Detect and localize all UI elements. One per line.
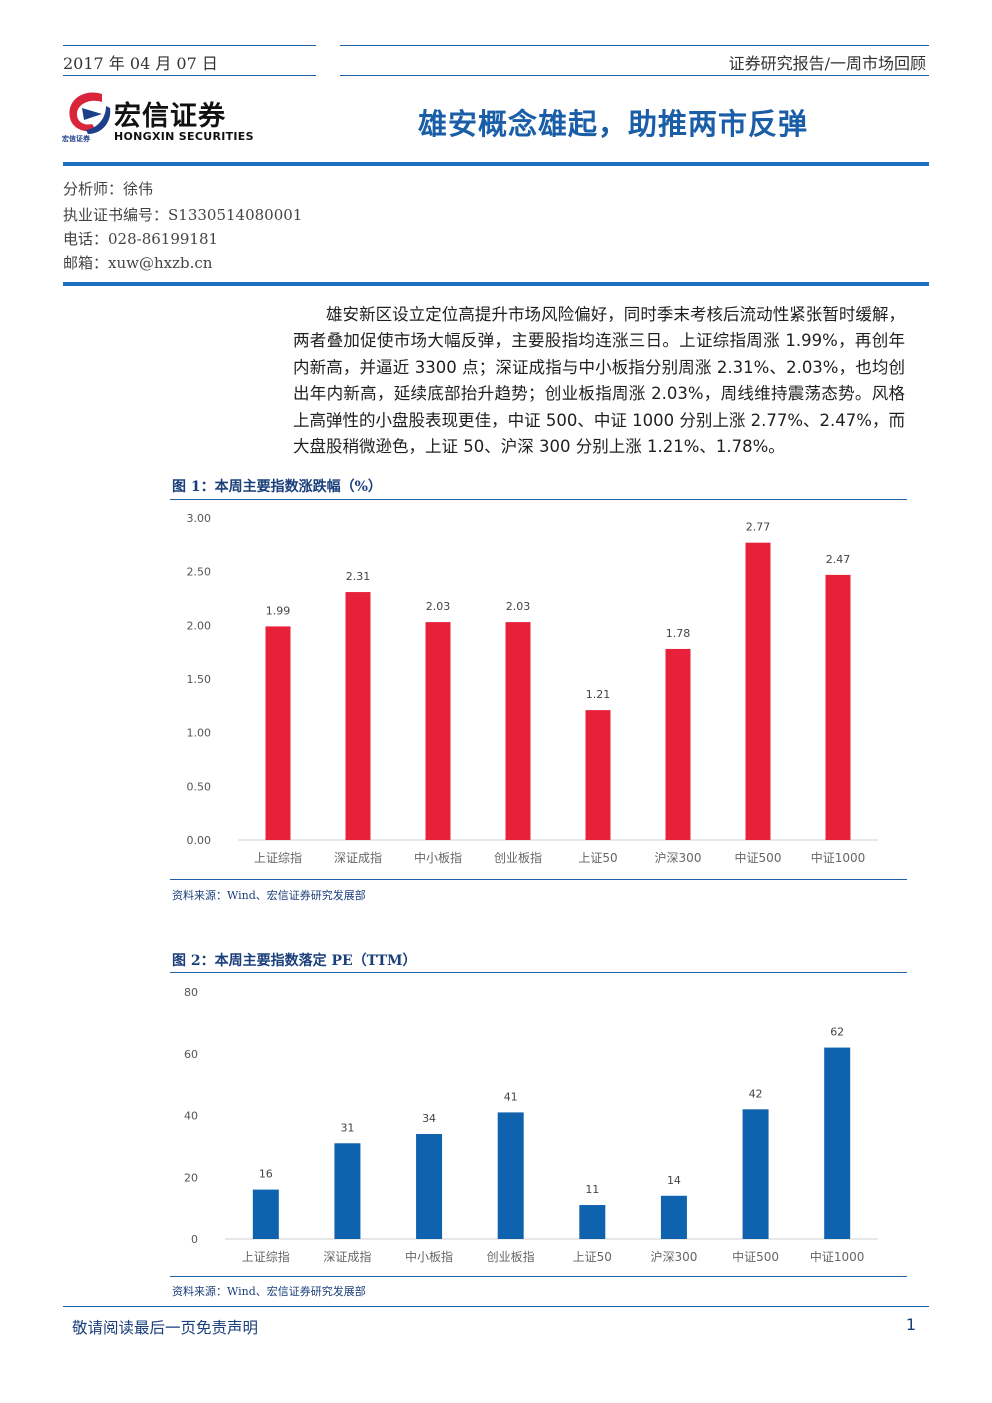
logo-mark-icon xyxy=(69,92,111,134)
y-tick-label: 20 xyxy=(184,1171,198,1184)
company-logo: 宏信证券 HONGXIN SECURITIES 宏信证券 xyxy=(62,88,262,148)
data-label: 41 xyxy=(504,1090,518,1103)
header-rule-left xyxy=(63,75,316,76)
analyst-rule xyxy=(63,282,929,286)
x-tick-label: 上证50 xyxy=(573,1250,612,1264)
x-tick-label: 深证成指 xyxy=(323,1249,371,1264)
y-tick-label: 40 xyxy=(184,1110,198,1123)
figure1-title: 图 1：本周主要指数涨跌幅（%） xyxy=(172,479,382,495)
y-tick-label: 0 xyxy=(191,1233,198,1246)
analyst-phone: 电话：028-86199181 xyxy=(63,230,219,248)
data-label: 1.21 xyxy=(586,688,611,701)
x-tick-label: 创业板指 xyxy=(487,1249,535,1264)
analyst-license: 执业证书编号：S1330514080001 xyxy=(63,206,303,224)
figure1-bottom-rule xyxy=(170,879,907,880)
x-tick-label: 深证成指 xyxy=(334,850,382,865)
report-type: 证券研究报告/一周市场回顾 xyxy=(728,54,926,73)
x-tick-label: 中小板指 xyxy=(414,850,462,865)
summary-paragraph: 雄安新区设立定位高提升市场风险偏好，同时季末考核后流动性紧张暂时缓解，两者叠加促… xyxy=(293,302,905,460)
y-tick-label: 60 xyxy=(184,1048,198,1061)
figure2-source: 资料来源：Wind、宏信证券研究发展部 xyxy=(172,1285,366,1298)
header-rule-top-left xyxy=(63,45,316,46)
figure1-chart: 0.00 0.50 1.00 1.50 2.00 2.50 3.00 1.99 上证综指 2.31… xyxy=(187,512,878,865)
x-tick-label: 中证1000 xyxy=(810,1249,865,1264)
x-tick-label: 中证500 xyxy=(735,850,782,865)
analyst-email: 邮箱：xuw@hxzb.cn xyxy=(63,254,213,272)
x-tick-label: 上证综指 xyxy=(254,850,302,865)
figure2-chart: 0 20 40 60 80 16 上证综指 31 深证成指 34 中小板指 41 创业板指 11 上证50 1… xyxy=(184,986,878,1264)
analyst-name: 分析师：徐伟 xyxy=(63,180,154,198)
figure1-source: 资料来源：Wind、宏信证券研究发展部 xyxy=(172,889,366,902)
figure1-top-rule xyxy=(170,499,907,500)
data-label: 2.77 xyxy=(746,521,771,534)
x-tick-label: 创业板指 xyxy=(494,850,542,865)
chart-bar xyxy=(585,710,611,840)
data-label: 16 xyxy=(259,1168,273,1181)
chart-bar xyxy=(345,592,371,840)
chart-bar xyxy=(579,1205,606,1239)
footer-disclaimer: 敬请阅读最后一页免责声明 xyxy=(72,1319,259,1337)
chart-bar xyxy=(497,1112,524,1239)
title-rule xyxy=(63,162,929,166)
summary-text: 雄安新区设立定位高提升市场风险偏好，同时季末考核后流动性紧张暂时缓解，两者叠加促… xyxy=(293,305,905,457)
chart-bar xyxy=(745,542,771,840)
logo-name-en: HONGXIN SECURITIES xyxy=(114,130,254,143)
chart-bar xyxy=(660,1195,687,1239)
y-tick-label: 0.50 xyxy=(187,780,212,793)
data-label: 2.47 xyxy=(826,553,851,566)
x-tick-label: 中小板指 xyxy=(405,1249,453,1264)
chart-bar xyxy=(252,1189,279,1239)
page-number: 1 xyxy=(905,1315,916,1334)
y-tick-label: 80 xyxy=(184,986,198,999)
y-tick-label: 1.50 xyxy=(187,673,212,686)
chart-bar xyxy=(742,1109,769,1239)
data-label: 1.99 xyxy=(266,604,291,617)
y-tick-label: 1.00 xyxy=(187,727,212,740)
chart-bar xyxy=(425,622,451,840)
x-tick-label: 上证50 xyxy=(578,851,617,865)
data-label: 14 xyxy=(667,1174,681,1187)
y-tick-label: 3.00 xyxy=(187,512,212,525)
chart-bar xyxy=(824,1047,851,1239)
header-rule-top-right xyxy=(340,45,929,46)
x-tick-label: 沪深300 xyxy=(655,851,702,865)
chart-bar xyxy=(505,622,531,840)
logo-small-text: 宏信证券 xyxy=(62,135,90,143)
y-tick-label: 2.00 xyxy=(187,619,212,632)
logo-name-cn: 宏信证券 xyxy=(114,101,226,132)
data-label: 42 xyxy=(749,1087,763,1100)
chart-bar xyxy=(416,1134,443,1239)
data-label: 11 xyxy=(585,1183,599,1196)
figure2-bottom-rule xyxy=(170,1276,907,1277)
chart-bar xyxy=(665,648,691,840)
footer-rule xyxy=(63,1306,929,1307)
x-tick-label: 沪深300 xyxy=(650,1250,697,1264)
data-label: 1.78 xyxy=(666,627,691,640)
y-tick-label: 0.00 xyxy=(187,834,212,847)
figure2-top-rule xyxy=(170,972,907,973)
data-label: 34 xyxy=(422,1112,436,1125)
x-tick-label: 中证500 xyxy=(732,1249,779,1264)
data-label: 2.03 xyxy=(426,600,451,613)
data-label: 2.31 xyxy=(346,570,371,583)
report-date: 2017 年 04 月 07 日 xyxy=(63,54,218,73)
header-rule-right xyxy=(340,75,929,76)
data-label: 2.03 xyxy=(506,600,531,613)
report-title: 雄安概念雄起，助推两市反弹 xyxy=(418,107,809,141)
data-label: 62 xyxy=(830,1026,844,1039)
x-tick-label: 中证1000 xyxy=(811,850,866,865)
chart-bar xyxy=(825,574,851,840)
figure2-title: 图 2：本周主要指数落定 PE（TTM） xyxy=(172,953,417,969)
chart-bar xyxy=(265,626,291,840)
chart-bar xyxy=(334,1143,361,1239)
x-tick-label: 上证综指 xyxy=(242,1249,290,1264)
data-label: 31 xyxy=(340,1121,354,1134)
y-tick-label: 2.50 xyxy=(187,566,212,579)
